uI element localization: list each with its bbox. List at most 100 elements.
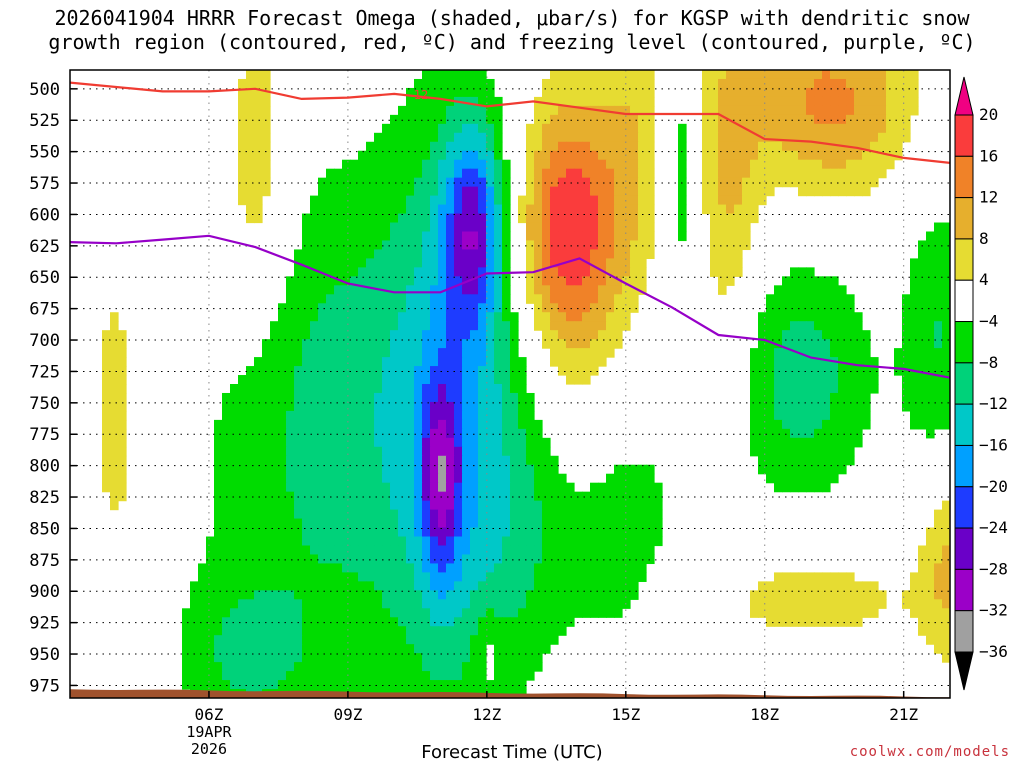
omega-cell bbox=[606, 491, 615, 502]
omega-cell bbox=[934, 572, 943, 582]
omega-cell bbox=[806, 464, 815, 475]
omega-cell bbox=[478, 105, 487, 116]
omega-cell bbox=[822, 321, 831, 331]
omega-cell bbox=[470, 653, 479, 663]
omega-cell bbox=[350, 482, 359, 493]
omega-cell bbox=[558, 491, 567, 502]
omega-cell bbox=[550, 626, 559, 636]
omega-cell bbox=[382, 428, 391, 439]
omega-cell bbox=[926, 410, 935, 421]
omega-cell bbox=[294, 491, 303, 502]
omega-cell bbox=[422, 249, 431, 259]
omega-cell bbox=[934, 581, 943, 591]
omega-cell bbox=[406, 258, 415, 268]
omega-cell bbox=[310, 375, 319, 385]
omega-cell bbox=[470, 590, 479, 600]
omega-cell bbox=[630, 78, 639, 89]
omega-cell bbox=[606, 581, 615, 591]
omega-cell bbox=[758, 123, 767, 134]
omega-cell bbox=[494, 96, 503, 107]
omega-cell bbox=[830, 87, 839, 98]
omega-cell bbox=[726, 267, 735, 277]
omega-cell bbox=[894, 348, 903, 358]
omega-cell bbox=[766, 105, 775, 116]
y-tick-label: 575 bbox=[29, 174, 60, 194]
omega-cell bbox=[566, 572, 575, 582]
omega-cell bbox=[310, 464, 319, 475]
omega-cell bbox=[470, 168, 479, 179]
omega-cell bbox=[542, 285, 551, 295]
omega-cell bbox=[510, 545, 519, 556]
omega-cell bbox=[198, 617, 207, 627]
omega-cell bbox=[598, 294, 607, 304]
omega-cell bbox=[350, 545, 359, 556]
omega-cell bbox=[430, 617, 439, 627]
omega-cell bbox=[294, 473, 303, 484]
omega-cell bbox=[342, 410, 351, 421]
omega-cell bbox=[854, 330, 863, 340]
omega-cell bbox=[454, 554, 463, 565]
omega-cell bbox=[614, 330, 623, 340]
omega-cell bbox=[614, 177, 623, 188]
omega-cell bbox=[422, 348, 431, 358]
omega-cell bbox=[726, 105, 735, 116]
omega-cell bbox=[422, 321, 431, 331]
omega-cell bbox=[238, 141, 247, 152]
omega-cell bbox=[310, 231, 319, 242]
omega-cell bbox=[630, 258, 639, 268]
omega-cell bbox=[902, 384, 911, 394]
omega-cell bbox=[446, 518, 455, 529]
omega-cell bbox=[486, 132, 495, 143]
omega-cell bbox=[790, 617, 799, 627]
omega-cell bbox=[454, 599, 463, 609]
omega-cell bbox=[430, 123, 439, 134]
omega-cell bbox=[334, 222, 343, 233]
omega-cell bbox=[590, 366, 599, 376]
omega-cell bbox=[406, 357, 415, 367]
omega-cell bbox=[470, 563, 479, 573]
omega-cell bbox=[590, 321, 599, 331]
omega-cell bbox=[542, 168, 551, 179]
omega-cell bbox=[358, 195, 367, 206]
omega-cell bbox=[510, 482, 519, 493]
omega-cell bbox=[550, 240, 559, 251]
omega-cell bbox=[534, 617, 543, 627]
omega-cell bbox=[406, 680, 415, 690]
omega-cell bbox=[526, 168, 535, 179]
omega-cell bbox=[630, 213, 639, 224]
omega-cell bbox=[734, 204, 743, 215]
omega-cell bbox=[430, 195, 439, 206]
omega-cell bbox=[206, 662, 215, 672]
omega-cell bbox=[790, 177, 799, 188]
omega-cell bbox=[422, 662, 431, 672]
omega-cell bbox=[358, 644, 367, 654]
omega-cell bbox=[774, 96, 783, 107]
omega-cell bbox=[894, 96, 903, 107]
omega-cell bbox=[486, 437, 495, 448]
omega-cell bbox=[718, 204, 727, 215]
omega-cell bbox=[558, 626, 567, 636]
omega-cell bbox=[270, 671, 279, 681]
omega-cell bbox=[646, 141, 655, 152]
omega-cell bbox=[494, 671, 503, 681]
omega-cell bbox=[838, 186, 847, 197]
omega-cell bbox=[222, 554, 231, 565]
omega-cell bbox=[374, 410, 383, 421]
omega-cell bbox=[278, 401, 287, 412]
omega-cell bbox=[526, 536, 535, 547]
omega-cell bbox=[286, 303, 295, 313]
omega-cell bbox=[574, 204, 583, 215]
omega-cell bbox=[942, 276, 950, 286]
omega-cell bbox=[478, 168, 487, 179]
omega-cell bbox=[454, 330, 463, 340]
omega-cell bbox=[294, 294, 303, 304]
omega-cell bbox=[614, 554, 623, 565]
omega-cell bbox=[846, 105, 855, 116]
omega-cell bbox=[446, 545, 455, 556]
omega-cell bbox=[854, 150, 863, 161]
omega-cell bbox=[750, 213, 759, 224]
omega-cell bbox=[430, 186, 439, 197]
omega-cell bbox=[590, 123, 599, 134]
omega-cell bbox=[478, 635, 487, 645]
omega-cell bbox=[398, 617, 407, 627]
